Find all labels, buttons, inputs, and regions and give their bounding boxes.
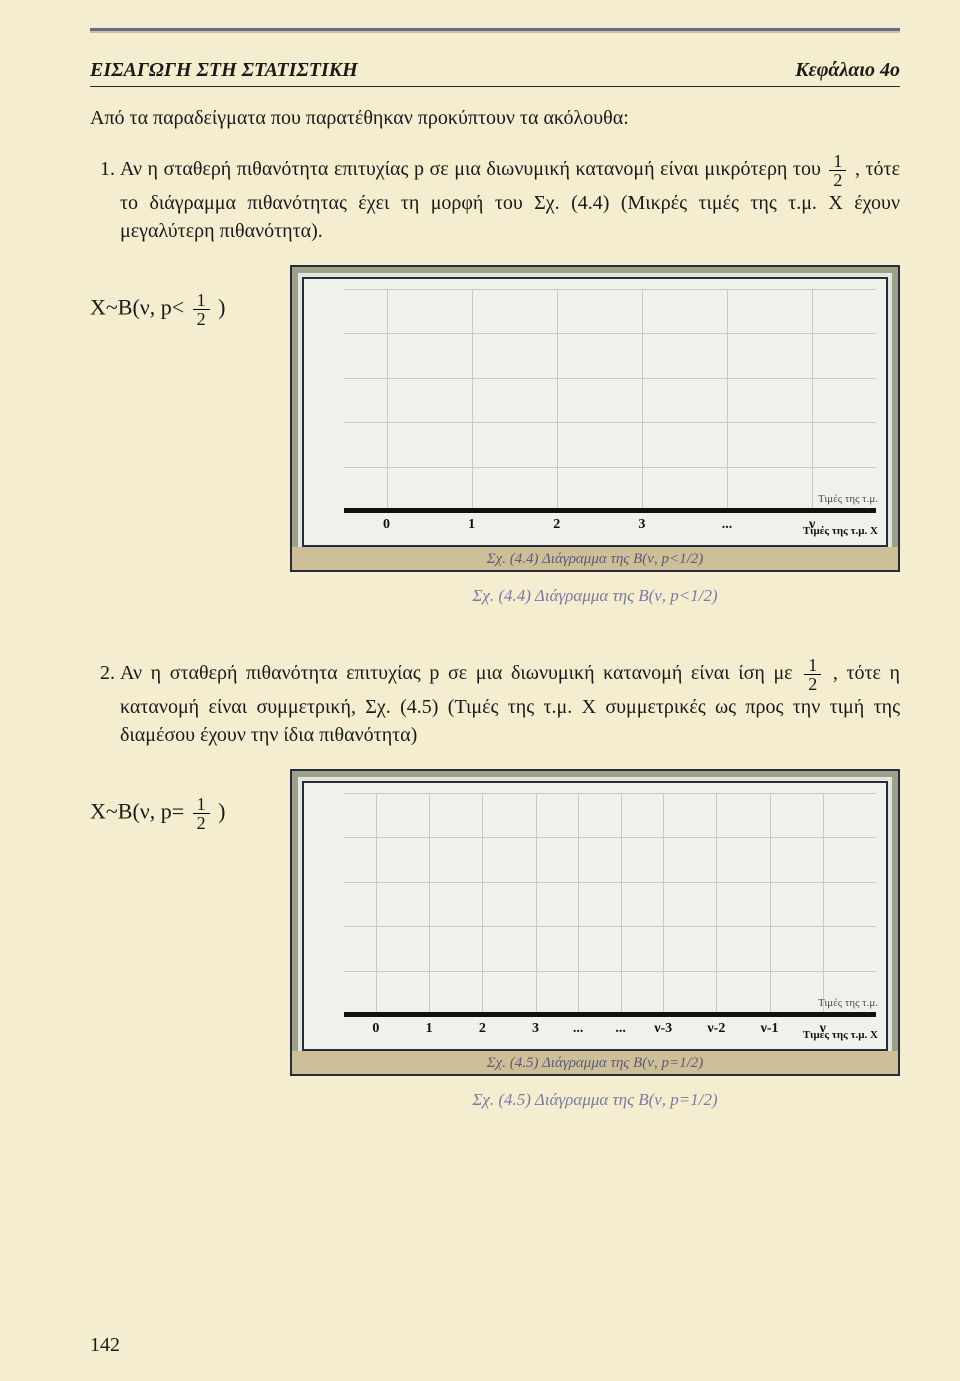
list-item-2: Αν η σταθερή πιθανότητα επιτυχίας p σε μ… — [120, 656, 900, 749]
running-head: ΕΙΣΑΓΩΓΗ ΣΤΗ ΣΤΑΤΙΣΤΙΚΗ Κεφάλαιο 4ο — [90, 59, 900, 87]
xtick-label: 3 — [638, 517, 645, 533]
head-left: ΕΙΣΑΓΩΓΗ ΣΤΗ ΣΤΑΤΙΣΤΙΚΗ — [90, 59, 358, 82]
chart2-right-label-lower: Τιμές της τ.μ. X — [803, 1029, 878, 1041]
fraction-half-1: 1 2 — [829, 152, 846, 189]
xtick-label: 2 — [553, 517, 560, 533]
figure-row-2: Χ~Β(ν, p= 12 ) Τιμές της τ.μ. 0 1 2 3......… — [90, 769, 900, 1140]
intro-paragraph: Από τα παραδείγματα που παρατέθηκαν προκ… — [90, 105, 900, 132]
fraction-half-2: 1 2 — [804, 656, 821, 693]
top-rule — [90, 28, 900, 31]
chart2-outer-caption: Σχ. (4.5) Διάγραμμα της Β(ν, p=1/2) — [290, 1090, 900, 1110]
xtick-label: ... — [615, 1021, 626, 1037]
chart-2: Τιμές της τ.μ. 0123......ν-3ν-2ν-1ν Τιμέ… — [302, 781, 888, 1051]
chart1-right-label-lower: Τιμές της τ.μ. X — [803, 525, 878, 537]
chart2-embedded-caption: Σχ. (4.5) Διάγραμμα της Β(ν, p=1/2) — [292, 1051, 898, 1074]
formula-2: Χ~Β(ν, p= 12 ) — [90, 795, 270, 832]
list-item-1: Αν η σταθερή πιθανότητα επιτυχίας p σε μ… — [120, 152, 900, 245]
xtick-label: 0 — [372, 1021, 379, 1037]
xtick-label: ... — [722, 517, 733, 533]
chart-2-box: Τιμές της τ.μ. 0123......ν-3ν-2ν-1ν Τιμέ… — [290, 769, 900, 1076]
item2-before: Αν η σταθερή πιθανότητα επιτυχίας p σε μ… — [120, 662, 801, 684]
xtick-label: 1 — [426, 1021, 433, 1037]
formula-1: Χ~Β(ν, p< 12 ) — [90, 291, 270, 328]
chart1-embedded-caption: Σχ. (4.4) Διάγραμμα της Β(ν, p<1/2) — [292, 547, 898, 570]
xtick-label: 3 — [532, 1021, 539, 1037]
xtick-label: 1 — [468, 517, 475, 533]
chart1-right-label-upper: Τιμές της τ.μ. — [818, 493, 878, 505]
head-right: Κεφάλαιο 4ο — [795, 59, 900, 82]
xtick-label: ν-1 — [761, 1021, 779, 1037]
chart-1-box: Τιμές της τ.μ. 0123...ν Τιμές της τ.μ. X… — [290, 265, 900, 572]
chart1-outer-caption: Σχ. (4.4) Διάγραμμα της Β(ν, p<1/2) — [290, 586, 900, 606]
xtick-label: 0 — [383, 517, 390, 533]
figure-row-1: Χ~Β(ν, p< 12 ) Τιμές της τ.μ. 0123...ν Τ… — [90, 265, 900, 636]
page-number: 142 — [90, 1334, 120, 1357]
xtick-label: ν-3 — [654, 1021, 672, 1037]
chart-1: Τιμές της τ.μ. 0123...ν Τιμές της τ.μ. X — [302, 277, 888, 547]
xtick-label: 2 — [479, 1021, 486, 1037]
item1-before: Αν η σταθερή πιθανότητα επιτυχίας p σε μ… — [120, 158, 826, 180]
xtick-label: ... — [573, 1021, 584, 1037]
xtick-label: ν-2 — [707, 1021, 725, 1037]
chart2-right-label-upper: Τιμές της τ.μ. — [818, 997, 878, 1009]
